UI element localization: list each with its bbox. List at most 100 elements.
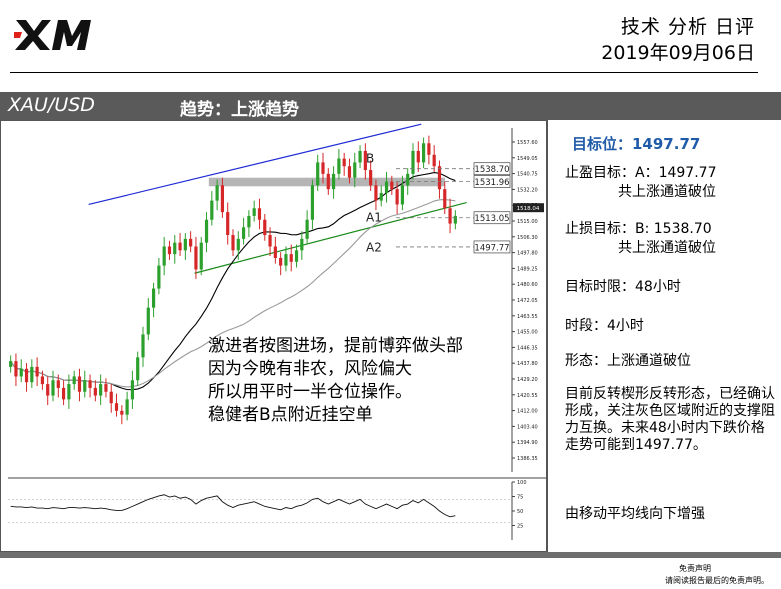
candle-body xyxy=(432,154,436,167)
candle-body xyxy=(194,246,198,270)
y-tick-label: 1429.20 xyxy=(517,377,538,383)
symbol-label: XAU/USD xyxy=(8,94,95,116)
y-tick-label: 1497.80 xyxy=(517,251,538,257)
candle-body xyxy=(35,366,39,377)
candle-body xyxy=(384,181,389,193)
y-tick-label: 1403.40 xyxy=(517,424,538,430)
note-line: 稳健者B点附近挂空单 xyxy=(208,405,373,425)
y-tick-label: 1412.00 xyxy=(517,409,538,415)
candle-body xyxy=(61,387,66,400)
candle-body xyxy=(151,288,156,308)
symbol-banner: XAU/USD 趋势：上涨趋势 xyxy=(0,92,781,120)
candle-body xyxy=(9,361,13,367)
candle-body xyxy=(114,403,119,411)
stop-loss-note: 共上涨通道破位 xyxy=(618,240,716,256)
level-box xyxy=(473,162,511,176)
candle-body xyxy=(326,173,330,190)
analysis-text: 目前反转楔形反转形态，已经确认形成，关注灰色区域附近的支撑阻力互换。未来48小时… xyxy=(565,386,775,453)
time-horizon: 目标时限：48小时 xyxy=(565,279,681,295)
candle-body xyxy=(347,166,352,178)
candle-body xyxy=(99,384,103,396)
candle-body xyxy=(247,215,251,228)
y-tick-label: 1480.60 xyxy=(517,282,538,288)
rsi-line xyxy=(10,494,456,518)
candle-body xyxy=(316,162,320,186)
candle-body xyxy=(146,307,150,335)
candle-body xyxy=(443,189,447,209)
y-tick-label: 1446.35 xyxy=(517,345,538,351)
y-tick-label: 1463.55 xyxy=(517,314,538,320)
ma-note: 由移动平均线向下增强 xyxy=(565,506,705,522)
candle-body xyxy=(358,150,362,163)
upper-channel-line xyxy=(88,123,422,206)
report-title: 技术 分析 日评 xyxy=(620,16,755,38)
candle-body xyxy=(416,150,420,163)
level-box xyxy=(473,240,511,254)
target-price: 目标位：1497.77 xyxy=(572,135,701,153)
candle-body xyxy=(120,410,124,415)
y-tick-label: 1420.55 xyxy=(517,393,538,399)
candle-body xyxy=(157,265,161,289)
y-tick-label: 1394.90 xyxy=(517,440,538,446)
candle-body xyxy=(67,384,71,400)
rsi-tick-label: 75 xyxy=(517,495,523,501)
candle-body xyxy=(305,219,309,239)
candle-body xyxy=(427,143,431,155)
candle-body xyxy=(252,208,256,216)
candle-body xyxy=(130,380,135,400)
chart-note: 激进者按图进场，提前博弈做头部 因为今晚有非农，风险偏大 所以用平时一半仓位操作… xyxy=(208,335,463,427)
candle-body xyxy=(46,384,50,396)
candle-body xyxy=(210,200,214,220)
candle-body xyxy=(379,192,383,201)
y-tick-label: 1549.05 xyxy=(517,156,538,162)
candle-body xyxy=(374,185,378,201)
candle-body xyxy=(363,150,367,171)
y-tick-label: 1557.60 xyxy=(517,140,538,146)
candle-body xyxy=(353,162,357,178)
rsi-tick-label: 100 xyxy=(517,480,527,486)
candle-body xyxy=(40,376,45,385)
pattern: 形态：上涨通道破位 xyxy=(565,353,691,369)
candle-body xyxy=(88,380,92,388)
level-label: 1531.96 xyxy=(474,178,509,188)
candle-body xyxy=(241,227,246,239)
point-label: A1 xyxy=(366,211,382,225)
candle-body xyxy=(342,158,346,167)
report-date: 2019年09月06日 xyxy=(601,42,755,64)
note-line: 所以用平时一半仓位操作。 xyxy=(208,382,412,402)
note-line: 激进者按图进场，提前博弈做头部 xyxy=(208,336,463,356)
candle-body xyxy=(77,376,82,392)
candle-body xyxy=(273,246,277,258)
candle-body xyxy=(453,215,457,224)
candle-body xyxy=(178,242,182,251)
candle-body xyxy=(390,181,394,190)
take-profit-note: 共上涨通道破位 xyxy=(618,184,716,200)
level-box xyxy=(473,211,511,225)
chart-frame xyxy=(0,120,547,552)
y-tick-label: 1515.00 xyxy=(517,219,538,225)
candle-body xyxy=(141,334,145,358)
candle-body xyxy=(284,254,288,266)
candle-body xyxy=(204,219,209,243)
current-price-tag xyxy=(513,203,544,213)
candle-body xyxy=(279,257,283,266)
candle-body xyxy=(406,173,410,186)
current-price-label: 1518.04 xyxy=(517,206,540,212)
candle-body xyxy=(104,384,108,392)
candle-body xyxy=(109,391,113,404)
candle-body xyxy=(56,380,60,388)
candle-body xyxy=(268,235,272,247)
candle-body xyxy=(24,368,29,383)
y-tick-label: 1506.30 xyxy=(517,235,538,241)
header-rule xyxy=(10,72,758,73)
xm-logo xyxy=(14,20,91,50)
rsi-tick-label: 25 xyxy=(517,524,523,530)
level-label: 1513.05 xyxy=(474,214,509,224)
candle-body xyxy=(437,166,442,190)
candle-body xyxy=(411,150,415,174)
y-tick-label: 1532.20 xyxy=(517,187,538,193)
y-tick-label: 1455.00 xyxy=(517,330,538,336)
candle-body xyxy=(125,399,129,415)
candle-body xyxy=(30,366,34,383)
candle-body xyxy=(263,219,267,236)
